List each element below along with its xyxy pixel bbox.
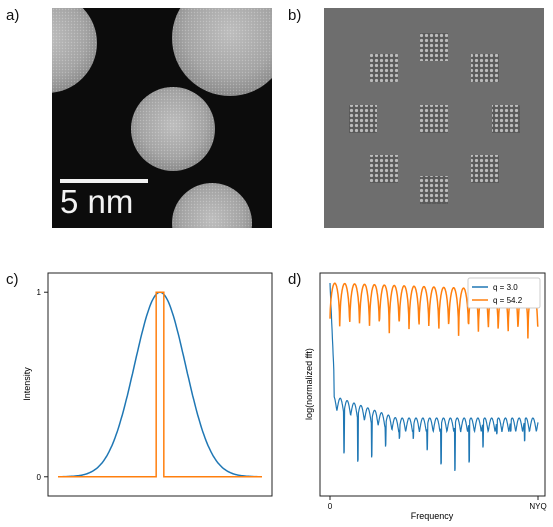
series-line-top-hat bbox=[58, 291, 262, 478]
y-axis-label: log(normalized fft) bbox=[304, 348, 314, 420]
y-axis-label: Intensity bbox=[22, 367, 32, 401]
fft-tile bbox=[420, 105, 448, 133]
plot-frame bbox=[319, 272, 546, 497]
fft-tile bbox=[370, 155, 398, 183]
y-tick-label-0: 0 bbox=[37, 473, 42, 482]
legend: q = 3.0 q = 54.2 bbox=[467, 277, 541, 309]
fft-tile bbox=[492, 105, 520, 133]
y-tick-label-1: 1 bbox=[37, 288, 42, 297]
x-tick-label-nyq: NYQ bbox=[529, 502, 546, 511]
fft-tile bbox=[471, 155, 499, 183]
fft-tile bbox=[349, 105, 377, 133]
fft-chart: log(normalized fft) Frequency 0 NYQ q = … bbox=[304, 272, 547, 521]
scale-bar-label: 5 nm bbox=[60, 183, 134, 220]
series-line-q-3 bbox=[329, 282, 539, 471]
fft-tile bbox=[471, 54, 499, 82]
panel-label-b: b) bbox=[288, 7, 302, 24]
stem-image: 5 nm bbox=[52, 8, 272, 228]
intensity-chart: Intensity 0 1 bbox=[22, 272, 273, 497]
fft-tile bbox=[420, 176, 448, 204]
legend-entry-1: q = 54.2 bbox=[493, 296, 523, 305]
fft-tile bbox=[370, 54, 398, 82]
fft-tile bbox=[420, 33, 448, 61]
panel-label-a: a) bbox=[6, 7, 20, 24]
x-tick-label-0: 0 bbox=[328, 502, 333, 511]
x-axis-label: Frequency bbox=[411, 511, 454, 521]
legend-entry-0: q = 3.0 bbox=[493, 283, 518, 292]
fft-tile-image bbox=[324, 8, 544, 228]
plot-frame bbox=[47, 272, 273, 497]
panel-label-c: c) bbox=[6, 271, 19, 288]
fft-tiles bbox=[349, 33, 520, 204]
scale-bar bbox=[60, 179, 148, 183]
series-line-gaussian bbox=[58, 291, 262, 478]
nanoparticle-image bbox=[52, 8, 272, 228]
panel-label-d: d) bbox=[288, 271, 302, 288]
